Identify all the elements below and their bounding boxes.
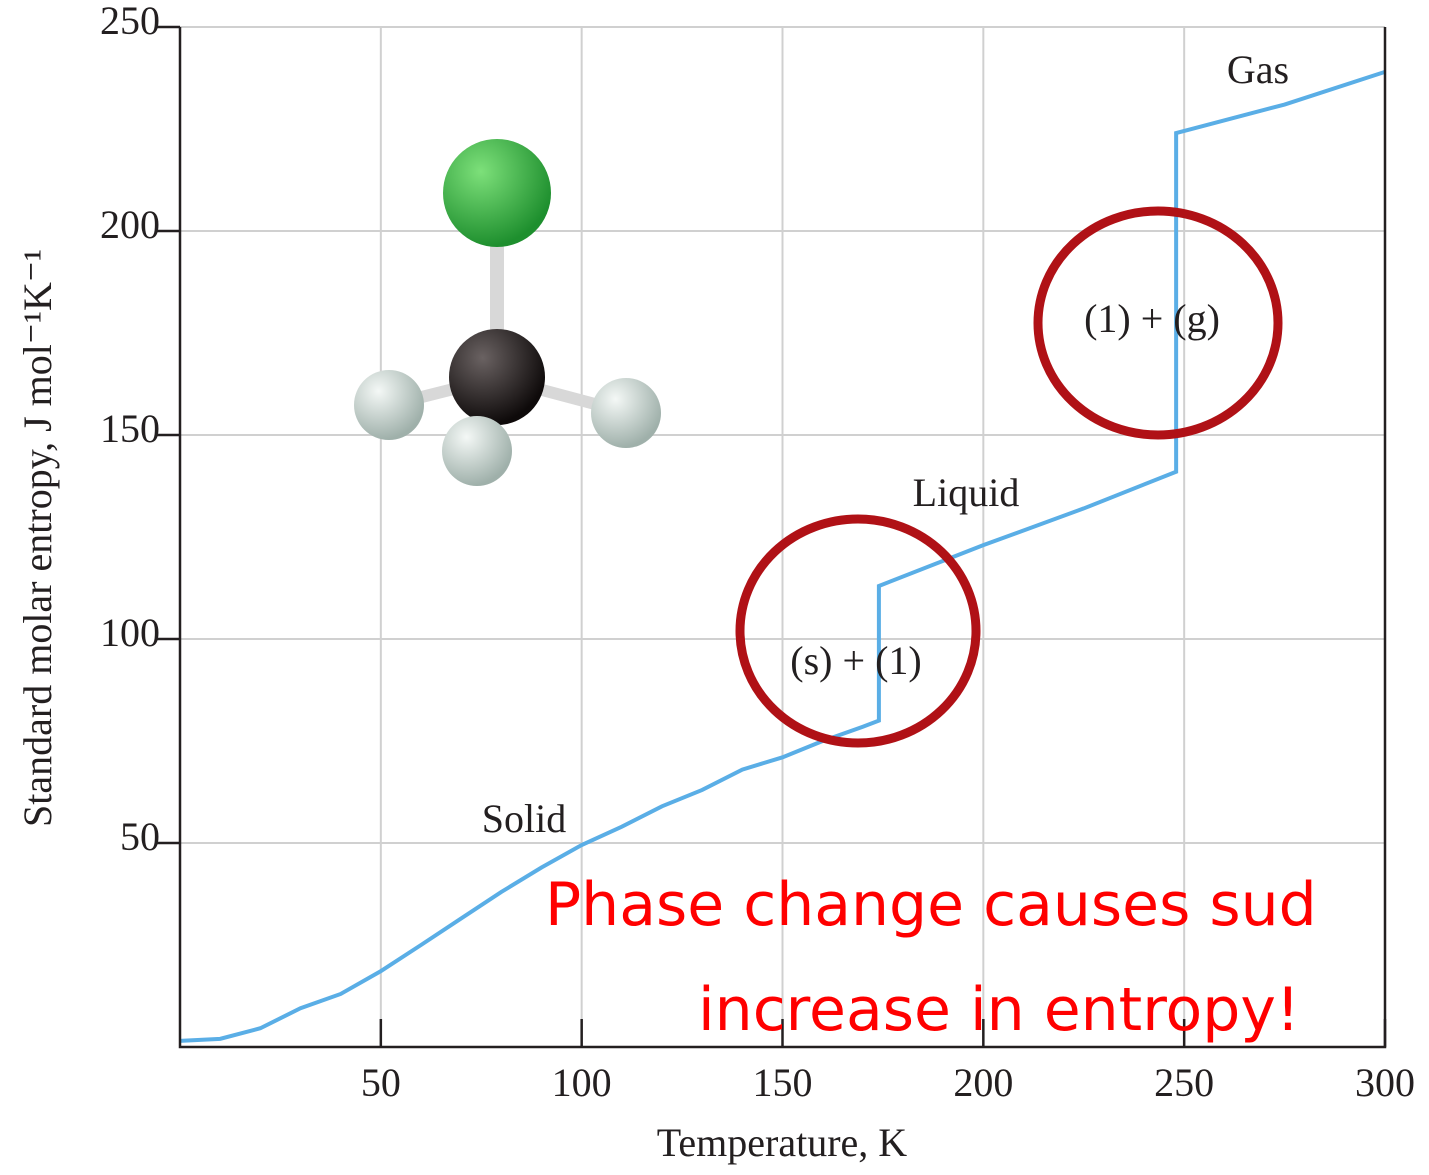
y-axis-label: Standard molar entropy, J mol⁻¹K⁻¹ bbox=[15, 249, 60, 827]
highlight-circle bbox=[740, 519, 976, 743]
annotation: Liquid bbox=[913, 470, 1020, 515]
y-tick-label: 150 bbox=[100, 406, 160, 451]
y-tick-label: 250 bbox=[100, 0, 160, 43]
annotation: (1) + (g) bbox=[1084, 296, 1220, 341]
x-tick-label: 200 bbox=[953, 1060, 1013, 1105]
x-axis-label: Temperature, K bbox=[657, 1120, 908, 1165]
annotation: (s) + (1) bbox=[790, 638, 921, 683]
x-tick-label: 300 bbox=[1355, 1060, 1415, 1105]
x-tick-label: 250 bbox=[1154, 1060, 1214, 1105]
annotation: Solid bbox=[482, 796, 566, 841]
annotation: Gas bbox=[1227, 47, 1289, 92]
y-tick-label: 200 bbox=[100, 202, 160, 247]
x-tick-label: 100 bbox=[552, 1060, 612, 1105]
molecule bbox=[354, 139, 661, 486]
chart: 50 100 150 200 250 300 50 100 150 200 250 Solid Liqu… bbox=[0, 0, 1429, 1175]
y-tick-label: 100 bbox=[100, 610, 160, 655]
y-tick-label: 50 bbox=[120, 814, 160, 859]
x-tick-label: 150 bbox=[753, 1060, 813, 1105]
note: Phase change causes sud bbox=[545, 870, 1317, 940]
x-tick-label: 50 bbox=[361, 1060, 401, 1105]
note: increase in entropy! bbox=[698, 975, 1300, 1045]
